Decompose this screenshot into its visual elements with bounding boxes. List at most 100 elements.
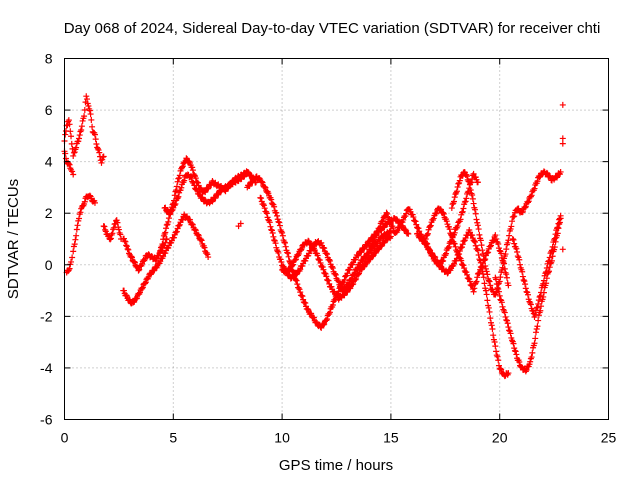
- data-point: [503, 271, 510, 278]
- data-point: [298, 245, 305, 252]
- data-point: [379, 217, 386, 224]
- y-axis-label: SDTVAR / TECUs: [5, 179, 22, 299]
- data-point: [305, 237, 312, 244]
- data-point: [81, 107, 88, 114]
- data-point: [495, 286, 502, 293]
- data-point: [247, 172, 254, 179]
- data-point: [178, 184, 185, 191]
- data-point: [476, 231, 483, 238]
- data-point: [516, 256, 523, 263]
- data-point: [377, 224, 384, 231]
- data-point: [171, 192, 178, 199]
- data-point: [198, 237, 205, 244]
- data-point: [531, 340, 538, 347]
- data-point: [66, 265, 73, 272]
- data-point: [471, 285, 478, 292]
- data-point: [508, 223, 515, 230]
- data-point: [519, 268, 526, 275]
- data-point: [271, 203, 278, 210]
- data-point: [75, 138, 82, 145]
- data-point: [69, 254, 76, 261]
- data-point: [73, 232, 80, 239]
- data-point: [70, 171, 77, 178]
- data-point: [403, 210, 410, 217]
- data-point: [554, 225, 561, 232]
- data-point: [458, 209, 465, 216]
- data-point: [510, 340, 517, 347]
- data-point: [455, 250, 462, 257]
- data-point: [123, 242, 130, 249]
- data-point: [189, 221, 196, 228]
- data-point: [531, 185, 538, 192]
- data-point: [556, 216, 563, 223]
- data-point: [78, 127, 85, 133]
- data-point: [489, 326, 496, 333]
- data-point: [516, 359, 523, 366]
- data-point: [503, 246, 510, 253]
- data-point: [464, 173, 471, 180]
- data-point: [481, 280, 488, 287]
- data-point: [355, 270, 362, 277]
- y-tick-label: -2: [40, 308, 53, 324]
- data-point: [522, 285, 529, 292]
- data-point: [115, 226, 122, 233]
- data-point: [311, 314, 318, 321]
- data-point: [128, 254, 135, 261]
- data-point: [476, 256, 483, 263]
- data-point: [191, 182, 198, 189]
- data-point: [519, 273, 526, 280]
- data-point: [276, 222, 283, 229]
- data-point: [478, 242, 485, 249]
- data-point: [454, 223, 461, 230]
- data-point: [474, 274, 481, 281]
- data-point: [500, 259, 507, 266]
- data-point: [329, 302, 336, 309]
- x-axis-label: GPS time / hours: [279, 457, 393, 474]
- data-point: [74, 222, 81, 229]
- data-point: [171, 202, 178, 209]
- data-points: [61, 93, 566, 380]
- data-point: [440, 209, 447, 216]
- data-point: [139, 284, 146, 291]
- y-tick-label: 8: [45, 51, 53, 67]
- data-point: [237, 220, 244, 227]
- data-point: [179, 163, 186, 170]
- data-point: [284, 250, 291, 257]
- data-point: [304, 305, 311, 312]
- data-point: [482, 256, 489, 263]
- data-point: [62, 150, 69, 157]
- data-point: [404, 230, 411, 237]
- data-point: [488, 322, 495, 329]
- data-point: [289, 262, 296, 269]
- data-point: [457, 216, 464, 223]
- data-point: [323, 250, 330, 257]
- data-point: [464, 271, 471, 278]
- data-point: [485, 277, 492, 284]
- plot-frame: [64, 58, 609, 420]
- data-point: [369, 253, 376, 260]
- data-point: [282, 243, 289, 250]
- data-point: [135, 267, 142, 274]
- data-point: [62, 155, 69, 162]
- data-point: [368, 243, 375, 250]
- x-tick-label: 25: [601, 430, 617, 446]
- y-tick-label: 2: [45, 205, 53, 221]
- data-point: [201, 244, 208, 251]
- data-point: [107, 236, 114, 243]
- data-point: [495, 241, 502, 248]
- data-point: [543, 265, 550, 272]
- data-point: [405, 230, 412, 237]
- data-point: [525, 198, 532, 205]
- data-point: [476, 269, 483, 276]
- data-point: [466, 178, 473, 185]
- data-point: [494, 353, 501, 360]
- x-tick-labels: 0 5 10 15 20 25: [61, 430, 617, 446]
- data-point: [528, 192, 535, 199]
- data-point: [323, 317, 330, 324]
- data-point: [502, 251, 509, 258]
- data-point: [448, 205, 455, 212]
- data-point: [163, 221, 170, 228]
- data-point: [494, 284, 501, 291]
- data-point: [536, 174, 543, 181]
- data-point: [355, 271, 362, 278]
